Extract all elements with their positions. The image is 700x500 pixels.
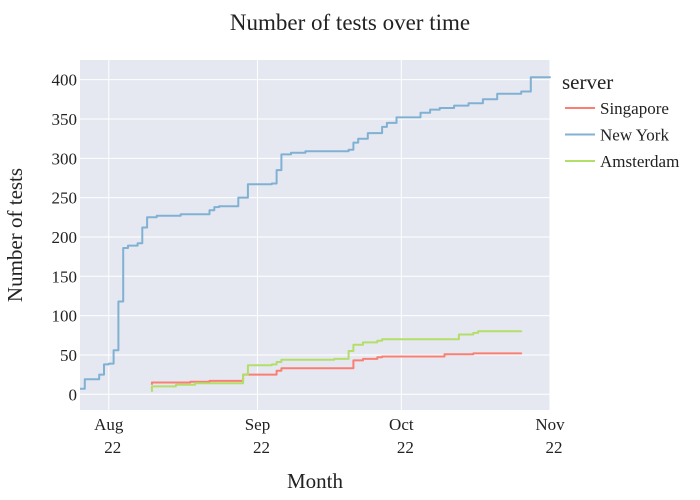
x-axis-title: Month	[287, 469, 344, 493]
series-line-amsterdam	[150, 330, 523, 392]
chart-title: Number of tests over time	[230, 10, 470, 35]
y-tick-label: 350	[52, 110, 78, 129]
legend-item-new-york[interactable]: New York	[565, 126, 669, 145]
x-tick-label: 22	[253, 438, 270, 457]
plot-area	[80, 60, 550, 410]
x-tick-label: 22	[546, 438, 563, 457]
series-line-new-york	[80, 76, 551, 390]
series-layer	[80, 76, 551, 392]
x-axis: Aug 22 Sep 22 Oct 22 Nov 22	[94, 415, 565, 457]
y-tick-label: 50	[60, 346, 77, 365]
y-tick-label: 150	[52, 267, 78, 286]
y-tick-label: 0	[69, 385, 78, 404]
x-tick-label: Oct	[389, 415, 414, 434]
y-tick-label: 400	[52, 71, 78, 90]
x-tick-label: Sep	[245, 415, 271, 434]
legend-item-singapore[interactable]: Singapore	[565, 99, 669, 118]
x-tick-label: Aug	[94, 415, 124, 434]
y-tick-label: 200	[52, 228, 78, 247]
legend-title: server	[562, 70, 613, 94]
legend-label: Singapore	[600, 99, 669, 118]
y-tick-label: 300	[52, 149, 78, 168]
series-line-singapore	[150, 352, 523, 385]
legend-label: New York	[600, 126, 669, 145]
y-tick-label: 250	[52, 189, 78, 208]
y-axis: 0 50 100 150 200 250 300 350 400	[52, 71, 78, 405]
y-axis-title: Number of tests	[3, 168, 27, 302]
y-tick-label: 100	[52, 307, 78, 326]
x-tick-label: 22	[397, 438, 414, 457]
x-tick-label: Nov	[535, 415, 565, 434]
x-tick-label: 22	[104, 438, 121, 457]
legend[interactable]: server Singapore New York Amsterdam	[562, 70, 679, 171]
legend-label: Amsterdam	[600, 152, 679, 171]
legend-item-amsterdam[interactable]: Amsterdam	[565, 152, 679, 171]
